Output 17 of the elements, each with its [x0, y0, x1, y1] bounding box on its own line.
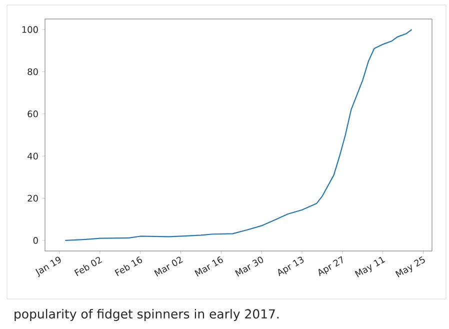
x-tick-label: Feb 16: [114, 256, 142, 276]
y-tick-label: 40: [28, 152, 38, 160]
x-tick-label: Feb 02: [74, 256, 102, 276]
x-tick-label: Jan 19: [35, 256, 61, 278]
x-tick-label: Apr 13: [278, 256, 304, 276]
x-tick-label: Apr 27: [318, 256, 343, 276]
y-tick-label: 0: [33, 237, 38, 244]
y-tick-label: 80: [28, 68, 38, 76]
x-tick-label: Mar 30: [234, 256, 264, 277]
y-tick-label: 20: [28, 194, 38, 202]
x-tick-label: Mar 02: [154, 256, 183, 277]
x-tick-label: May 11: [354, 256, 386, 278]
y-tick-label: 60: [28, 110, 38, 118]
y-tick-label: 100: [22, 26, 38, 33]
text: popularity of fidget spinners in early 2017.: [14, 308, 279, 322]
x-tick-label: Mar 16: [194, 256, 223, 277]
x-tick-label: May 25: [395, 256, 425, 278]
